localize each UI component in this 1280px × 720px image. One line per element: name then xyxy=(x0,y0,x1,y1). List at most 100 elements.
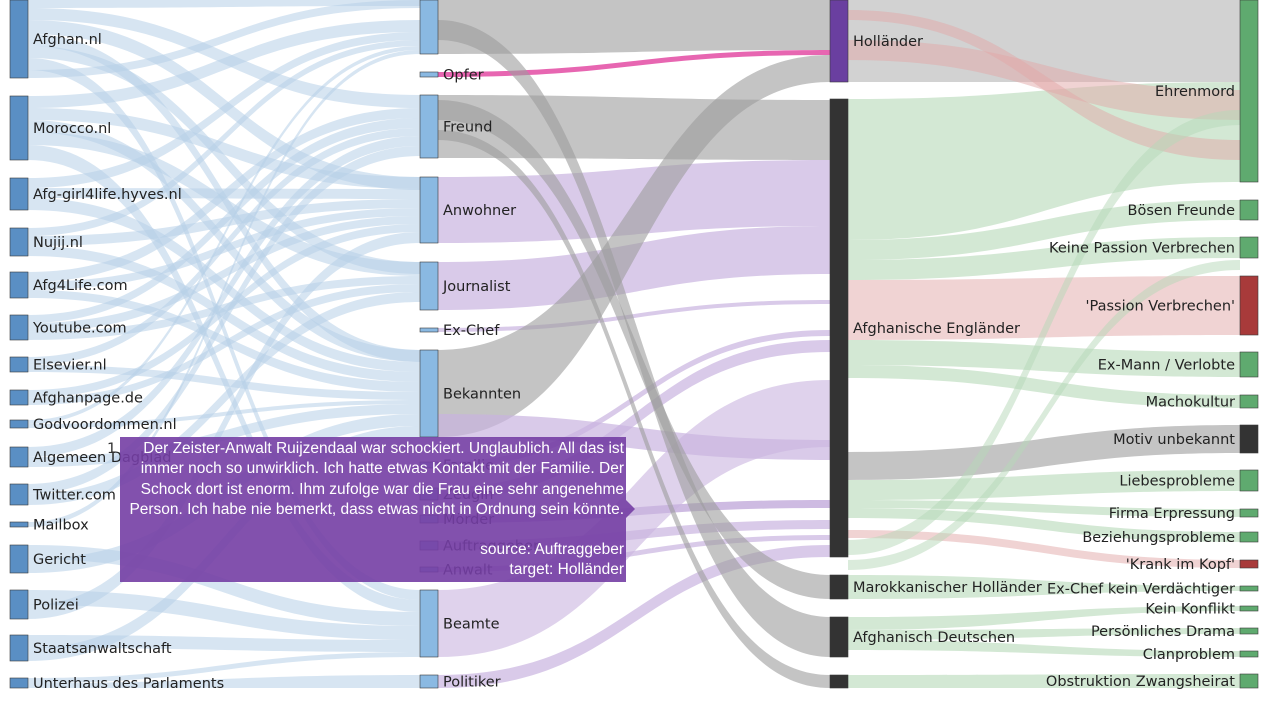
node-staatsanwaltschaft[interactable] xyxy=(9,634,29,662)
link-origin-motive[interactable] xyxy=(848,200,1240,260)
node-holländer[interactable] xyxy=(829,0,849,83)
link-source-role[interactable] xyxy=(28,120,420,362)
node-youtube-com[interactable] xyxy=(9,314,29,341)
link-source-role[interactable] xyxy=(28,224,420,398)
link-role-origin[interactable] xyxy=(438,130,830,688)
node-afghanpage-de[interactable] xyxy=(9,389,29,406)
node-politiker[interactable] xyxy=(419,674,439,689)
link-role-origin[interactable] xyxy=(438,300,830,332)
link-origin-motive[interactable] xyxy=(848,674,1240,688)
node-freund[interactable] xyxy=(419,94,439,159)
link-source-role[interactable] xyxy=(28,0,420,8)
node-ex-chef[interactable] xyxy=(419,327,439,333)
link-origin-motive[interactable] xyxy=(848,365,1240,408)
link-origin-motive[interactable] xyxy=(848,530,1240,568)
link-source-role[interactable] xyxy=(28,0,420,78)
node-passion-verbrechen[interactable] xyxy=(1239,275,1259,336)
node-firma-erpressung[interactable] xyxy=(1239,508,1259,518)
node-marokkanischer-holländer[interactable] xyxy=(829,574,849,600)
node-roles-0[interactable] xyxy=(419,0,439,55)
link-source-role[interactable] xyxy=(28,292,420,505)
link-source-role[interactable] xyxy=(28,404,420,467)
link-role-origin[interactable] xyxy=(438,380,830,657)
node-anwohner[interactable] xyxy=(419,176,439,244)
link-origin-motive[interactable] xyxy=(848,237,1240,280)
node-nujij-nl[interactable] xyxy=(9,227,29,257)
link-source-role[interactable] xyxy=(28,20,420,108)
link-source-role[interactable] xyxy=(28,118,420,323)
link-origin-motive[interactable] xyxy=(848,640,1240,657)
node-godvoordommen-nl[interactable] xyxy=(9,419,29,429)
link-source-role[interactable] xyxy=(28,652,420,683)
node-polizei[interactable] xyxy=(9,589,29,620)
node-ehrenmord[interactable] xyxy=(1239,0,1259,183)
node-machokultur[interactable] xyxy=(1239,394,1259,409)
link-origin-motive[interactable] xyxy=(848,575,1240,599)
node-obstruktion-zwangsheirat[interactable] xyxy=(1239,673,1259,689)
link-source-role[interactable] xyxy=(28,136,420,457)
link-source-role[interactable] xyxy=(28,198,420,372)
node-clanproblem[interactable] xyxy=(1239,650,1259,658)
node-afghan-nl[interactable] xyxy=(9,0,29,79)
link-role-origin[interactable] xyxy=(438,100,830,599)
node-journalist[interactable] xyxy=(419,261,439,311)
link-source-role[interactable] xyxy=(28,58,420,600)
node-afghanisch-deutschen[interactable] xyxy=(829,616,849,658)
node-bekannten[interactable] xyxy=(419,349,439,438)
link-origin-motive[interactable] xyxy=(848,260,1240,570)
node-unterhaus-des-parlaments[interactable] xyxy=(9,677,29,689)
link-source-role[interactable] xyxy=(28,32,420,188)
link-source-role[interactable] xyxy=(28,132,420,276)
node-algemeen-dagblad[interactable] xyxy=(9,446,29,468)
link-role-origin[interactable] xyxy=(438,50,830,77)
link-role-origin[interactable] xyxy=(438,226,830,310)
node-afghanische-engländer[interactable] xyxy=(829,98,849,558)
link-source-role[interactable] xyxy=(28,40,420,236)
link-role-origin[interactable] xyxy=(438,0,830,54)
node-morocco-nl[interactable] xyxy=(9,95,29,161)
link-source-role[interactable] xyxy=(28,50,420,527)
node-krank-im-kopf[interactable] xyxy=(1239,559,1259,569)
link-source-role[interactable] xyxy=(28,128,420,365)
link-role-origin[interactable] xyxy=(438,160,830,243)
link-role-origin[interactable] xyxy=(438,55,830,437)
node-motiv-unbekannt[interactable] xyxy=(1239,424,1259,454)
link-source-role[interactable] xyxy=(28,108,420,282)
link-source-role[interactable] xyxy=(28,284,420,405)
node-gericht[interactable] xyxy=(9,544,29,574)
node-ex-mann-verlobte[interactable] xyxy=(1239,351,1259,378)
link-origin-motive[interactable] xyxy=(848,10,1240,160)
node-beziehungsprobleme[interactable] xyxy=(1239,531,1259,543)
link-source-role[interactable] xyxy=(28,108,420,189)
link-origin-motive[interactable] xyxy=(848,425,1240,480)
link-role-origin[interactable] xyxy=(438,340,830,500)
link-source-role[interactable] xyxy=(28,46,420,274)
node-afg-girl4life-hyves-nl[interactable] xyxy=(9,177,29,211)
link-origin-motive[interactable] xyxy=(848,508,1240,542)
link-origin-motive[interactable] xyxy=(848,340,1240,377)
node-ex-chef-kein-verdächtiger[interactable] xyxy=(1239,585,1259,592)
node-bösen-freunde[interactable] xyxy=(1239,199,1259,221)
link-source-role[interactable] xyxy=(28,146,420,494)
node-mailbox[interactable] xyxy=(9,521,29,528)
node-persönliches-drama[interactable] xyxy=(1239,627,1259,635)
link-role-origin[interactable] xyxy=(438,545,830,688)
node-afg4life-com[interactable] xyxy=(9,271,29,299)
node-opfer[interactable] xyxy=(419,71,439,78)
link-source-role[interactable] xyxy=(28,400,420,428)
node-beamte[interactable] xyxy=(419,589,439,658)
node-kein-konflikt[interactable] xyxy=(1239,605,1259,612)
link-source-role[interactable] xyxy=(28,216,420,332)
link-source-role[interactable] xyxy=(28,635,420,652)
node-elsevier-nl[interactable] xyxy=(9,356,29,373)
link-role-origin[interactable] xyxy=(438,330,830,468)
link-source-role[interactable] xyxy=(28,590,420,640)
link-origin-motive[interactable] xyxy=(848,110,1240,555)
link-origin-motive[interactable] xyxy=(848,82,1240,240)
link-origin-motive[interactable] xyxy=(848,470,1240,500)
link-role-origin[interactable] xyxy=(438,535,830,572)
node-keine-passion-verbrechen[interactable] xyxy=(1239,236,1259,259)
link-origin-motive[interactable] xyxy=(848,606,1240,630)
link-source-role[interactable] xyxy=(28,46,420,424)
node-origins-4[interactable] xyxy=(829,674,849,689)
